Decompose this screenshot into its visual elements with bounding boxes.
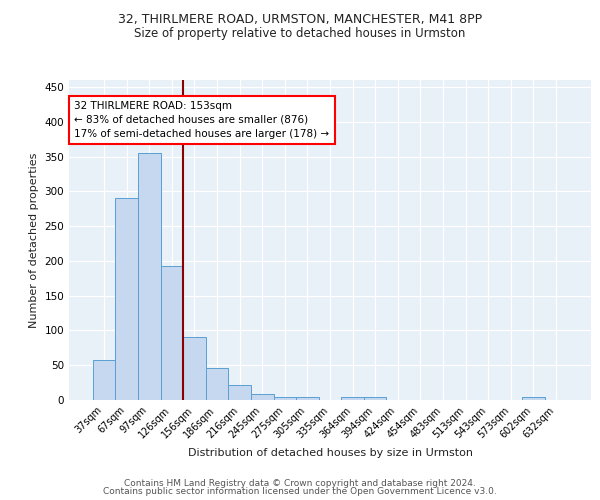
Bar	[93, 360, 115, 400]
Bar	[274, 397, 296, 400]
Bar	[341, 397, 364, 400]
Bar	[138, 153, 161, 400]
Text: Contains HM Land Registry data © Crown copyright and database right 2024.: Contains HM Land Registry data © Crown c…	[124, 478, 476, 488]
Bar	[206, 368, 229, 400]
Bar	[229, 386, 251, 400]
Text: 32, THIRLMERE ROAD, URMSTON, MANCHESTER, M41 8PP: 32, THIRLMERE ROAD, URMSTON, MANCHESTER,…	[118, 12, 482, 26]
Bar	[251, 394, 274, 400]
X-axis label: Distribution of detached houses by size in Urmston: Distribution of detached houses by size …	[187, 448, 473, 458]
Text: Contains public sector information licensed under the Open Government Licence v3: Contains public sector information licen…	[103, 487, 497, 496]
Bar	[522, 397, 545, 400]
Y-axis label: Number of detached properties: Number of detached properties	[29, 152, 39, 328]
Bar	[364, 396, 386, 400]
Bar	[161, 266, 183, 400]
Bar	[296, 396, 319, 400]
Bar	[115, 198, 138, 400]
Text: 32 THIRLMERE ROAD: 153sqm
← 83% of detached houses are smaller (876)
17% of semi: 32 THIRLMERE ROAD: 153sqm ← 83% of detac…	[74, 101, 329, 139]
Bar	[183, 338, 206, 400]
Text: Size of property relative to detached houses in Urmston: Size of property relative to detached ho…	[134, 28, 466, 40]
